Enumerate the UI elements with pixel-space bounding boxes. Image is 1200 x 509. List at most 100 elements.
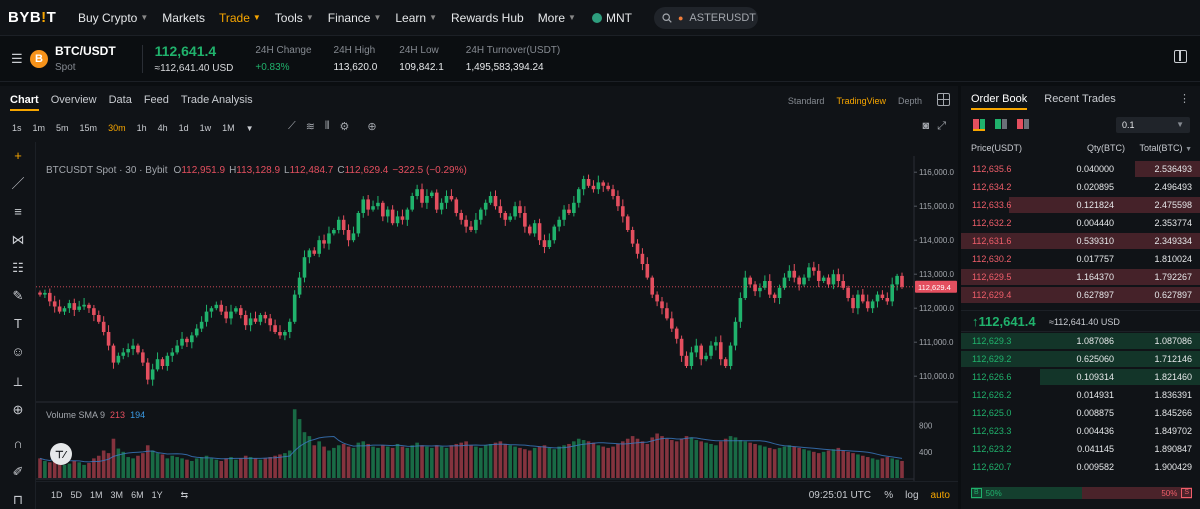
tab-overview[interactable]: Overview — [50, 94, 97, 106]
bid-row[interactable]: 112,625.0 0.008875 1.845266 — [961, 404, 1200, 422]
order-price: 112,629.5 — [972, 272, 1012, 282]
view-tab-tradingview[interactable]: TradingView — [836, 96, 886, 106]
zoom-in-icon[interactable]: ⊕ — [12, 402, 24, 417]
candle — [72, 303, 77, 310]
bid-row[interactable]: 112,623.3 0.004436 1.849702 — [961, 422, 1200, 440]
bid-row[interactable]: 112,629.3 1.087086 1.087086 — [961, 332, 1200, 350]
search-input[interactable]: ● ASTERUSDT — [653, 6, 758, 29]
add-icon[interactable]: ⊕ — [367, 121, 377, 133]
candlestick-chart[interactable]: 116,000.0 115,000.0 114,000.0 113,000.0 112,… — [36, 142, 958, 509]
interval-1s[interactable]: 1s — [12, 123, 22, 133]
ask-row[interactable]: 112,629.4 0.627897 0.627897 — [961, 286, 1200, 304]
nav-item-more[interactable]: More ▼ — [538, 11, 576, 25]
crosshair-icon[interactable]: + — [14, 148, 22, 163]
compare-icon[interactable]: ≋ — [305, 121, 315, 133]
range-6M[interactable]: 6M — [131, 490, 144, 500]
tab-feed[interactable]: Feed — [143, 94, 169, 106]
ask-row[interactable]: 112,633.6 0.121824 2.475598 — [961, 196, 1200, 214]
lock-icon[interactable]: ⊓ — [12, 492, 24, 507]
range-1D[interactable]: 1D — [51, 490, 63, 500]
ruler-icon[interactable]: ⟂ — [13, 374, 23, 389]
more-intervals-chevron-icon[interactable]: ▼ — [245, 123, 254, 133]
bid-row[interactable]: 112,626.2 0.014931 1.836391 — [961, 386, 1200, 404]
nav-item-buy-crypto[interactable]: Buy Crypto ▼ — [78, 11, 148, 25]
interval-1d[interactable]: 1d — [178, 123, 189, 133]
order-total: 1.845266 — [1154, 408, 1192, 418]
interval-5m[interactable]: 5m — [56, 123, 69, 133]
scale-option-auto[interactable]: auto — [930, 490, 950, 501]
view-tab-depth[interactable]: Depth — [897, 96, 922, 106]
ask-row[interactable]: 112,632.2 0.004440 2.353774 — [961, 214, 1200, 232]
volume-bar — [581, 440, 586, 478]
magnet-icon[interactable]: ∩ — [13, 436, 23, 451]
chart-settings-icon[interactable]: ⚙ — [339, 121, 350, 133]
utc-clock[interactable]: 09:25:01 UTC — [808, 490, 871, 501]
scale-option-log[interactable]: log — [905, 490, 919, 501]
nav-item-markets[interactable]: Markets — [162, 11, 205, 25]
mode-asks-icon[interactable] — [1017, 119, 1029, 129]
pair-selector[interactable]: BTC/USDT Spot — [55, 44, 116, 73]
ask-row[interactable]: 112,630.2 0.017757 1.810024 — [961, 250, 1200, 268]
more-options-icon[interactable]: ⋮ — [1179, 93, 1190, 105]
layout-grid-icon[interactable] — [937, 93, 950, 106]
volume-bar — [47, 462, 52, 478]
interval-1M[interactable]: 1M — [222, 123, 235, 133]
nav-item-rewards-hub[interactable]: Rewards Hub — [451, 11, 524, 25]
interval-1m[interactable]: 1m — [32, 123, 46, 133]
tab-trade-analysis[interactable]: Trade Analysis — [180, 94, 253, 106]
brush-icon[interactable]: ✎ — [12, 288, 24, 303]
total-header[interactable]: Total(BTC) ▼ — [1125, 143, 1192, 153]
interval-15m[interactable]: 15m — [79, 123, 98, 133]
candle — [126, 349, 130, 353]
legend-value: 112,629.4 — [345, 165, 389, 176]
tab-data[interactable]: Data — [108, 94, 132, 106]
bid-row[interactable]: 112,629.2 0.625060 1.712146 — [961, 350, 1200, 368]
interval-1w[interactable]: 1w — [199, 123, 212, 133]
mode-both-icon[interactable] — [973, 119, 985, 131]
candle-style-icon[interactable]: ⫴ — [324, 120, 330, 132]
hamburger-menu-icon[interactable]: ☰ — [11, 50, 23, 66]
view-tab-standard[interactable]: Standard — [787, 96, 825, 106]
nav-item-tools[interactable]: Tools ▼ — [275, 11, 314, 25]
bid-row[interactable]: 112,620.7 0.009582 1.900429 — [961, 458, 1200, 476]
precision-select[interactable]: 0.1 ▼ — [1116, 117, 1190, 133]
mnt-promo[interactable]: MNT — [591, 11, 632, 25]
range-3M[interactable]: 3M — [110, 490, 124, 500]
tab-chart[interactable]: Chart — [10, 94, 39, 111]
fib-icon[interactable]: ☷ — [12, 260, 24, 275]
text-tool-icon[interactable]: T — [14, 316, 22, 331]
nav-item-finance[interactable]: Finance ▼ — [328, 11, 382, 25]
tab-recent-trades[interactable]: Recent Trades — [1044, 93, 1116, 105]
ask-row[interactable]: 112,635.6 0.040000 2.536493 — [961, 160, 1200, 178]
bid-row[interactable]: 112,626.6 0.109314 1.821460 — [961, 368, 1200, 386]
range-5D[interactable]: 5D — [70, 490, 83, 500]
ask-row[interactable]: 112,631.6 0.539310 2.349334 — [961, 232, 1200, 250]
interval-1h[interactable]: 1h — [136, 123, 147, 133]
scale-option-percent[interactable]: % — [884, 490, 894, 501]
range-1Y[interactable]: 1Y — [151, 490, 163, 500]
ask-row[interactable]: 112,634.2 0.020895 2.496493 — [961, 178, 1200, 196]
ask-row[interactable]: 112,629.5 1.164370 1.792267 — [961, 268, 1200, 286]
horizontal-lines-icon[interactable]: ≡ — [14, 204, 22, 219]
scale-options: % log auto — [884, 490, 950, 501]
pattern-icon[interactable]: ⋈ — [11, 232, 25, 247]
nav-item-trade[interactable]: Trade ▼ — [219, 11, 261, 25]
mode-bids-icon[interactable] — [995, 119, 1007, 129]
lock-drawing-icon[interactable]: ✐ — [12, 464, 24, 479]
indicators-icon[interactable]: ⟋ — [288, 120, 296, 132]
emoji-icon[interactable]: ☺ — [11, 344, 25, 359]
interval-30m[interactable]: 30m — [108, 123, 126, 133]
layout-toggle-icon[interactable] — [1174, 50, 1187, 63]
bybit-logo[interactable]: BYB!T — [8, 9, 57, 26]
bid-row[interactable]: 112,623.2 0.041145 1.890847 — [961, 440, 1200, 458]
interval-4h[interactable]: 4h — [157, 123, 168, 133]
volume-bar — [317, 441, 321, 478]
goto-date-icon[interactable]: ⇆ — [180, 490, 189, 500]
screenshot-icon[interactable]: ◙ — [922, 120, 930, 132]
range-1M[interactable]: 1M — [90, 490, 103, 500]
trendline-icon[interactable]: ／ — [11, 176, 25, 191]
tab-order-book[interactable]: Order Book — [971, 93, 1028, 110]
fullscreen-icon[interactable]: ⤢ — [937, 120, 946, 132]
tradingview-logo-icon[interactable] — [50, 443, 72, 465]
nav-item-learn[interactable]: Learn ▼ — [395, 11, 437, 25]
